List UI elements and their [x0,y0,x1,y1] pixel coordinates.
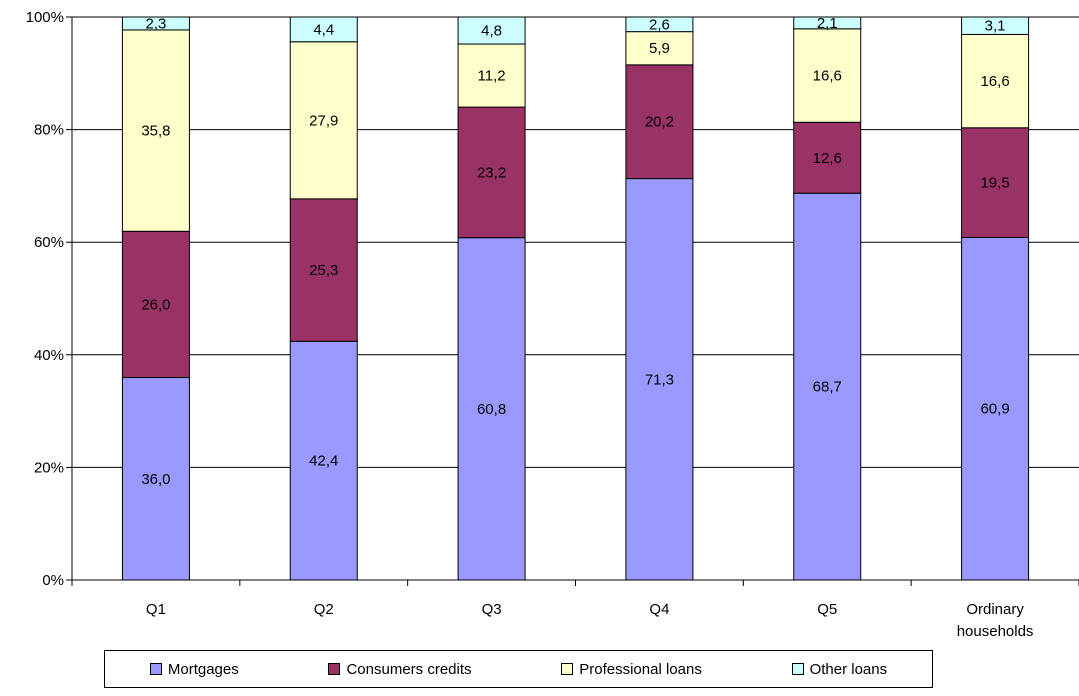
y-tick-label: 0% [42,572,64,589]
bar-segment [121,230,190,379]
bar-segment [625,31,694,66]
data-label: 11,2 [478,68,506,85]
x-category-label: Q3 [482,601,502,618]
legend-swatch [791,663,804,675]
legend: Mortgages Consumers credits Professional l… [104,650,933,688]
data-label: 2,6 [649,16,670,33]
data-label: 68,7 [813,379,842,396]
x-category-label: households [957,623,1034,640]
data-labels: 36,0 26,0 35,8 2,3 42,4 25,3 27,9 4,4 60,8 23,2 11… [141,15,1009,488]
bar-segment [793,16,862,30]
y-tick-label: 60% [34,234,64,251]
data-label: 60,8 [477,401,506,418]
bar-segment [289,16,358,43]
data-label: 36,0 [141,471,170,488]
x-category-label: Q1 [146,601,166,618]
y-tick-label: 80% [34,122,64,139]
legend-item: Professional loans [561,661,702,678]
legend-item: Other loans [791,660,888,678]
legend-swatch [149,663,162,675]
data-label: 27,9 [309,112,338,129]
y-tick-label: 40% [34,347,64,364]
x-category-label: Q4 [649,601,669,618]
data-label: 25,3 [309,262,338,279]
y-tick-label: 20% [34,459,64,476]
bar-segment [625,178,694,581]
bar-segment [121,16,190,31]
legend-item: Consumers credits [328,660,472,678]
x-category-label: Q2 [314,601,334,618]
legend-label: Other loans [809,660,888,678]
bar-segment [961,236,1030,581]
data-label: 35,8 [141,123,170,140]
data-label: 3,1 [985,18,1006,35]
axes: 0% 20% 40% 60% 80% 100% Q1 Q2 Q3 Q4 Q5 Ordinary hous… [26,9,1079,640]
data-label: 20,2 [645,114,674,131]
bar-segment [961,33,1030,129]
stacked-bar-chart: 36,0 26,0 35,8 2,3 42,4 25,3 27,9 4,4 60,8 23,2 11… [26,9,1079,640]
data-label: 71,3 [645,371,674,388]
bar-segment [289,41,358,200]
data-label: 5,9 [649,40,670,57]
legend-swatch [328,663,341,675]
bar-segment [625,64,694,180]
data-label: 42,4 [309,453,338,470]
bar-segment [457,43,526,108]
bar-segment [793,28,862,123]
bar-segment [289,198,358,342]
data-label: 2,3 [145,15,166,32]
bar-segment [121,29,190,232]
bar-segment [457,237,526,581]
bar-segment [457,16,526,45]
gridlines [72,16,1079,581]
data-label: 16,6 [813,68,842,85]
data-label: 60,9 [980,401,1009,418]
bar-segment [793,121,862,194]
data-label: 16,6 [980,73,1009,90]
y-tick-label: 100% [26,9,64,26]
data-label: 19,5 [980,175,1009,192]
bar-segment [625,16,694,33]
legend-label: Professional loans [579,660,702,678]
legend-label: Mortgages [167,660,239,678]
data-label: 4,8 [481,23,502,40]
legend-swatch [561,663,574,675]
data-label: 2,1 [817,15,838,32]
data-label: 23,2 [477,164,506,181]
legend-label: Consumers credits [346,660,472,678]
x-category-label: Q5 [817,601,837,618]
data-label: 4,4 [313,21,334,38]
bar-segment [457,106,526,239]
bar-segment [961,16,1030,35]
x-category-label: Ordinary [966,601,1024,618]
data-label: 12,6 [813,150,842,167]
bar-segment [961,127,1030,238]
data-label: 26,0 [141,296,170,313]
bars [121,16,1030,581]
legend-item: Mortgages [149,660,239,678]
